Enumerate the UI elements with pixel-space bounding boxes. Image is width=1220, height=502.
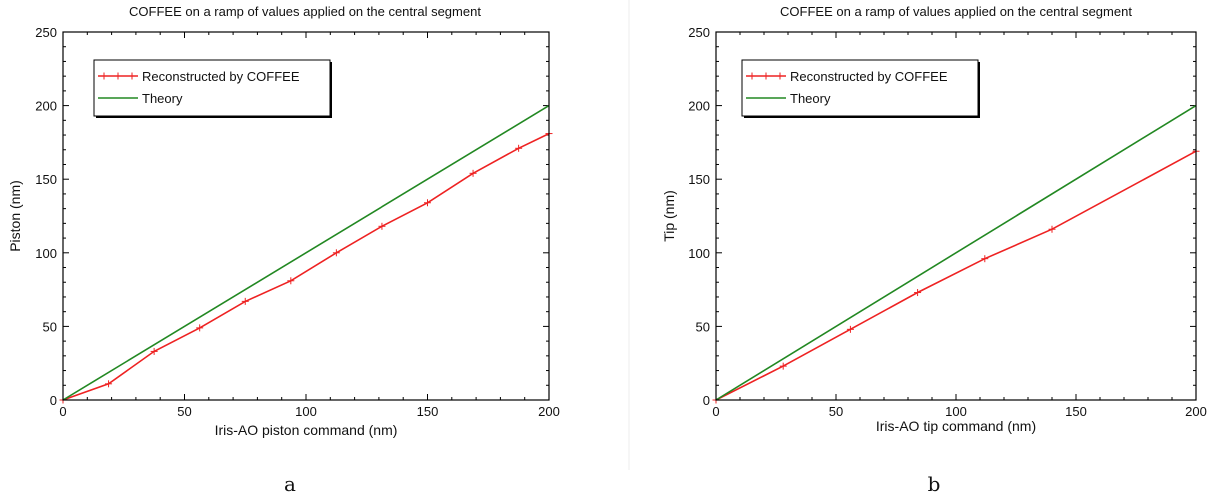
x-tick-label: 100 xyxy=(945,404,967,419)
legend: Reconstructed by COFFEE Theory xyxy=(741,59,980,118)
x-axis-label: Iris-AO piston command (nm) xyxy=(215,422,398,438)
legend-label: Reconstructed by COFFEE xyxy=(142,69,300,84)
data-point xyxy=(332,249,340,257)
y-axis-label: Piston (nm) xyxy=(7,180,23,252)
x-tick-label: 150 xyxy=(1065,404,1087,419)
x-tick-label: 0 xyxy=(59,404,66,419)
data-point xyxy=(779,362,787,370)
x-tick-label: 200 xyxy=(1185,404,1207,419)
y-tick-label: 0 xyxy=(703,393,710,408)
x-tick-label: 0 xyxy=(712,404,719,419)
y-tick-label: 250 xyxy=(688,25,710,40)
legend: Reconstructed by COFFEE Theory xyxy=(93,59,332,118)
y-tick-label: 100 xyxy=(688,246,710,261)
data-point xyxy=(981,255,989,263)
panel-caption: b xyxy=(928,472,941,496)
legend-label: Theory xyxy=(790,91,831,106)
y-tick-label: 150 xyxy=(35,172,57,187)
chart-panel-a: COFFEE on a ramp of values applied on th… xyxy=(7,4,560,496)
y-tick-label: 200 xyxy=(688,99,710,114)
legend-label: Theory xyxy=(142,91,183,106)
x-tick-label: 50 xyxy=(829,404,843,419)
series-line-reconstructed xyxy=(715,150,1197,401)
y-axis-label: Tip (nm) xyxy=(661,190,677,242)
legend-box xyxy=(93,59,331,117)
x-tick-label: 50 xyxy=(177,404,191,419)
series-line-theory xyxy=(62,104,550,401)
data-point xyxy=(241,297,249,305)
data-point xyxy=(1048,225,1056,233)
data-point xyxy=(287,277,295,285)
data-point xyxy=(914,289,922,297)
chart-title: COFFEE on a ramp of values applied on th… xyxy=(780,4,1132,19)
panel-caption: a xyxy=(284,472,296,496)
plot-frame xyxy=(715,31,1197,401)
data-point xyxy=(150,347,158,355)
x-tick-label: 150 xyxy=(417,404,439,419)
data-point xyxy=(105,380,113,388)
y-tick-label: 200 xyxy=(35,99,57,114)
series-line-theory xyxy=(715,104,1197,401)
y-tick-label: 100 xyxy=(35,246,57,261)
y-tick-label: 150 xyxy=(688,172,710,187)
data-point xyxy=(424,199,431,207)
y-tick-label: 250 xyxy=(35,25,57,40)
legend-box xyxy=(741,59,979,117)
data-point xyxy=(378,222,386,230)
data-point xyxy=(196,324,204,332)
data-point xyxy=(846,325,854,333)
x-tick-label: 100 xyxy=(295,404,317,419)
data-point xyxy=(515,144,523,152)
plot-frame xyxy=(62,31,550,401)
chart-panel-b: COFFEE on a ramp of values applied on th… xyxy=(661,4,1207,496)
chart-title: COFFEE on a ramp of values applied on th… xyxy=(129,4,481,19)
x-tick-label: 200 xyxy=(538,404,560,419)
y-tick-label: 50 xyxy=(696,319,710,334)
x-axis-label: Iris-AO tip command (nm) xyxy=(876,418,1036,434)
data-point xyxy=(469,169,477,177)
y-tick-label: 50 xyxy=(43,319,57,334)
legend-label: Reconstructed by COFFEE xyxy=(790,69,948,84)
y-tick-label: 0 xyxy=(50,393,57,408)
series-line-reconstructed xyxy=(62,132,550,401)
